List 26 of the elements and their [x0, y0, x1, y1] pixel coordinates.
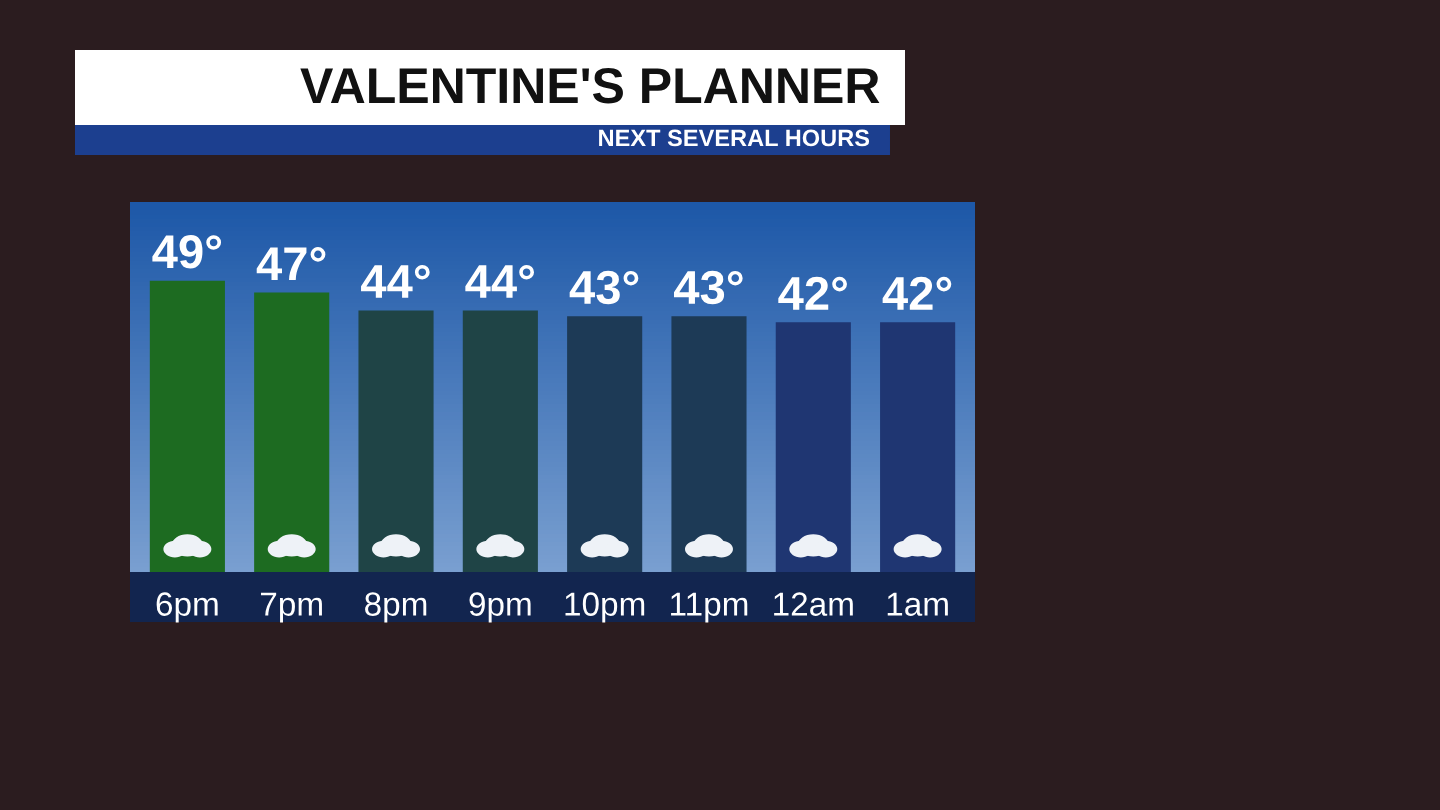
bar — [775, 322, 851, 572]
bar — [254, 292, 330, 572]
bar — [462, 310, 538, 572]
x-tick-label: 11pm — [671, 592, 748, 623]
bar — [567, 316, 643, 572]
x-tick-label: 7pm — [260, 592, 322, 623]
data-label: 42° — [882, 276, 952, 310]
x-tick-label: 8pm — [365, 592, 427, 623]
x-tick-label: 12am — [774, 592, 853, 616]
bar — [358, 310, 434, 572]
x-tick-label: 10pm — [565, 592, 645, 623]
data-label: 42° — [778, 276, 847, 310]
data-label: 49° — [152, 235, 222, 269]
x-tick-label: 6pm — [156, 592, 218, 623]
data-label: 44° — [361, 264, 430, 298]
chart-title: VALENTINE'S PLANNER — [300, 68, 880, 104]
data-label: 44° — [465, 264, 535, 298]
data-label: 47° — [256, 247, 326, 280]
data-label: 43° — [569, 270, 639, 305]
bar — [880, 322, 956, 572]
data-label: 43° — [674, 270, 743, 305]
x-tick-label: 9pm — [469, 592, 531, 623]
bar — [149, 280, 225, 572]
bar — [671, 316, 747, 572]
x-tick-label: 1am — [887, 592, 948, 616]
chart-subtitle: NEXT SEVERAL HOURS — [599, 129, 870, 147]
